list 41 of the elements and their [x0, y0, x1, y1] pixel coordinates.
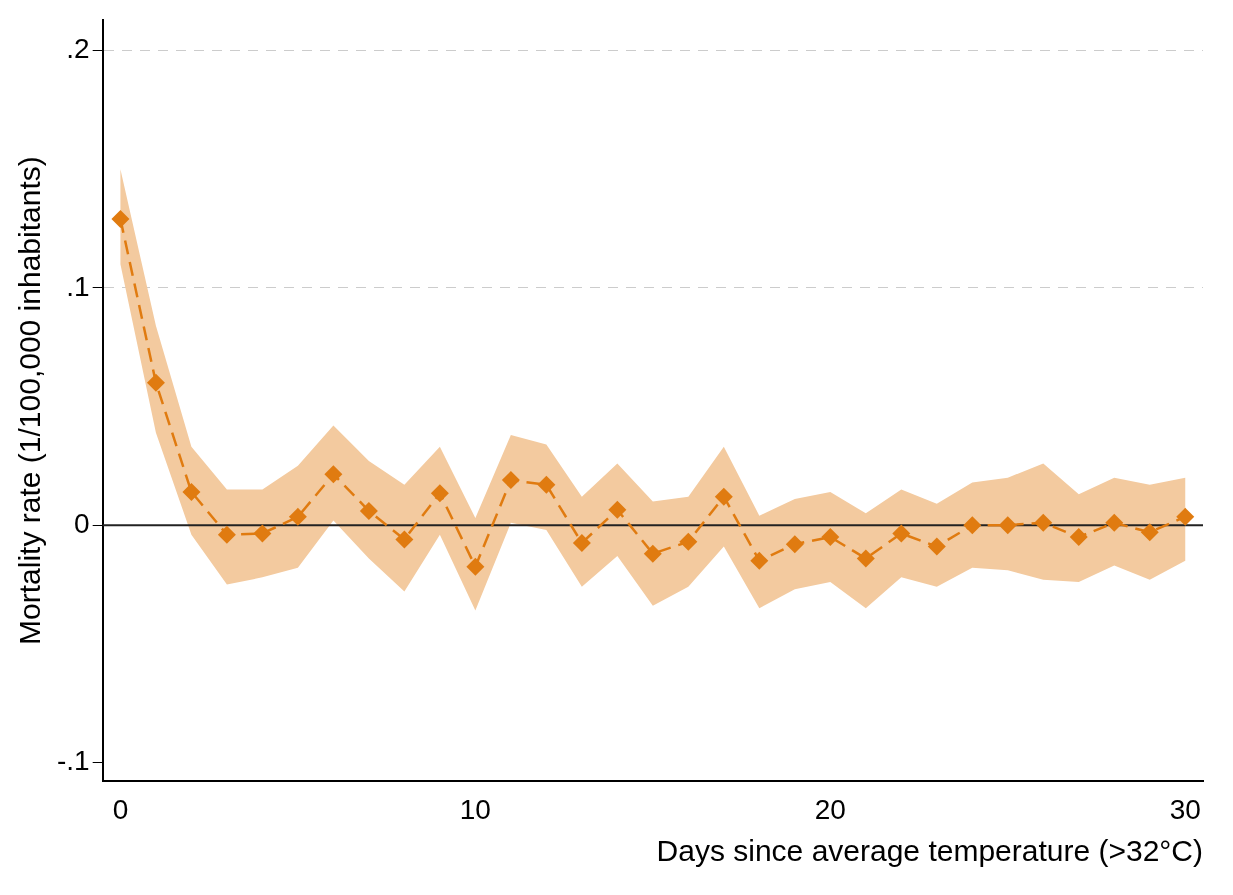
point [643, 544, 662, 563]
y-tick-label: 0 [74, 507, 90, 539]
point [1069, 528, 1088, 547]
point [430, 484, 449, 503]
point [1105, 513, 1124, 532]
point [288, 507, 307, 526]
point [359, 501, 378, 520]
point [750, 551, 769, 570]
x-tick-label: 10 [459, 793, 491, 825]
y-tick-label: .1 [66, 270, 90, 302]
point [466, 557, 485, 576]
point [892, 524, 911, 543]
point [679, 532, 698, 551]
point [324, 465, 343, 484]
point [1034, 513, 1053, 532]
point [1140, 523, 1159, 542]
x-tick-label: 20 [814, 793, 846, 825]
x-tick-label: 0 [112, 793, 129, 825]
y-axis-title: Mortality rate (1/100,000 inhabitants) [13, 156, 47, 645]
point [998, 516, 1017, 535]
x-axis-title: Days since average temperature (>32°C) [656, 834, 1203, 868]
point [146, 373, 165, 392]
y-tick-label: -.1 [56, 745, 90, 777]
point [856, 549, 875, 568]
point [182, 482, 201, 501]
x-tick-label: 30 [1169, 793, 1201, 825]
y-tick-label: .2 [66, 33, 90, 65]
point [253, 524, 272, 543]
point [785, 535, 804, 554]
point [714, 487, 733, 506]
point [501, 471, 520, 490]
point [537, 475, 556, 494]
point [217, 525, 236, 544]
point [963, 516, 982, 535]
point [1176, 507, 1195, 526]
point [821, 528, 840, 547]
point [927, 537, 946, 556]
point [111, 210, 130, 229]
point [608, 500, 627, 519]
point [395, 530, 414, 549]
point [572, 533, 591, 552]
